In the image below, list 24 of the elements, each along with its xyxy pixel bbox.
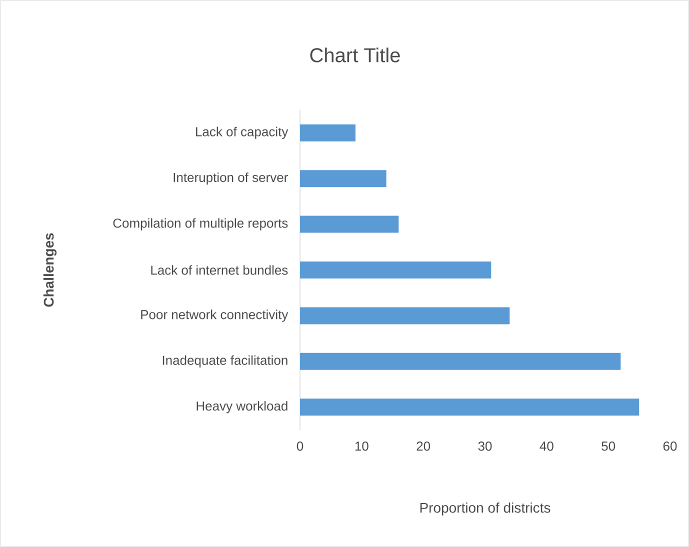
x-tick-label: 10 <box>355 442 368 451</box>
y-tick-label: Compilation of multiple reports <box>113 218 288 230</box>
bar <box>300 170 386 188</box>
x-tick-label: 0 <box>296 442 304 451</box>
bar <box>300 216 399 233</box>
bar <box>300 352 621 370</box>
y-tick-label: Poor network connectivity <box>141 310 288 322</box>
bar <box>300 307 510 324</box>
bar <box>300 398 640 416</box>
y-tick-label: Interuption of server <box>174 172 288 185</box>
x-tick-label: 40 <box>540 442 554 451</box>
y-tick-label: Heavy workload <box>196 401 288 414</box>
y-tick-label: Inadequate facilitation <box>162 355 288 368</box>
y-tick-label: Lack of internet bundles <box>151 265 288 275</box>
x-tick-label: 20 <box>416 442 430 451</box>
y-tick-label: Lack of capacity <box>196 126 288 139</box>
x-tick-label: 30 <box>478 442 492 451</box>
chart-title: Chart Title <box>310 48 400 62</box>
y-axis-title: Challenges <box>43 233 57 307</box>
x-tick-label: 50 <box>602 442 616 451</box>
bar <box>300 262 492 279</box>
x-axis-title: Proportion of districts <box>420 502 550 516</box>
x-tick-label: 60 <box>663 442 677 451</box>
bar <box>300 124 356 142</box>
